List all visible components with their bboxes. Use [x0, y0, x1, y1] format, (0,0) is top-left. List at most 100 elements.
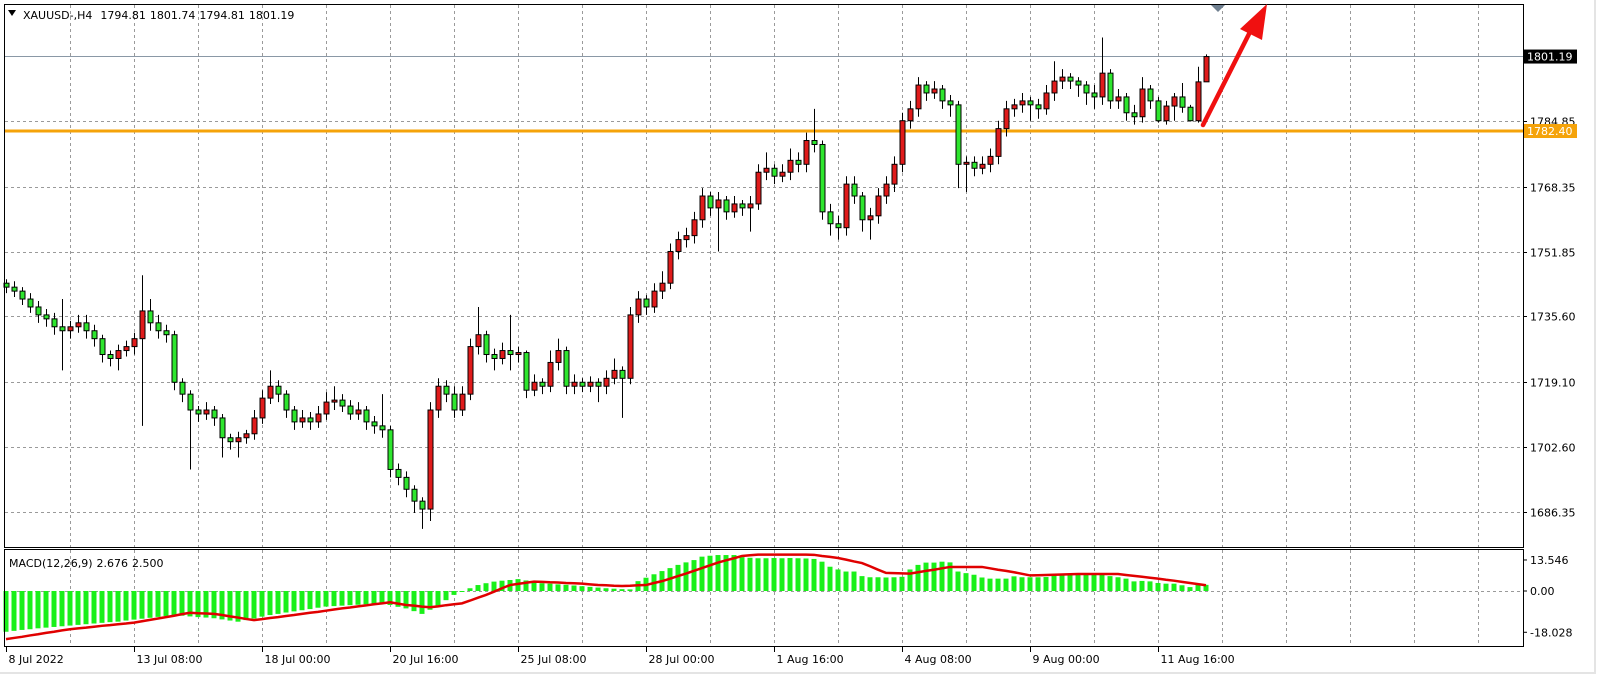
time-tick-label: 9 Aug 00:00: [1033, 653, 1100, 666]
candle: [1035, 98, 1042, 119]
macd-histogram-bar: [827, 566, 833, 591]
candle: [475, 306, 482, 355]
macd-histogram-bar: [1027, 577, 1033, 591]
level-price-label: 1782.40: [1527, 125, 1573, 138]
candle: [955, 100, 962, 189]
bear-candle-body: [91, 330, 98, 340]
bull-candle-body: [251, 417, 258, 435]
macd-tick-label: -18.028: [1530, 626, 1572, 639]
candle: [19, 287, 26, 305]
candle: [515, 346, 522, 363]
bull-candle-body: [675, 239, 682, 252]
bear-candle-body: [595, 381, 602, 387]
candle: [1107, 69, 1114, 109]
macd-histogram-bar: [1155, 582, 1161, 591]
red-up-arrow-annotation[interactable]: [1200, 4, 1267, 128]
macd-histogram-bar: [347, 591, 353, 606]
time-tick-label: 1 Aug 16:00: [777, 653, 844, 666]
bull-candle-body: [667, 250, 674, 284]
macd-histogram-bar: [51, 591, 57, 627]
candle: [795, 152, 802, 173]
bear-candle-body: [947, 100, 954, 106]
bull-candle-body: [1011, 104, 1018, 110]
bear-candle-body: [491, 354, 498, 359]
time-axis[interactable]: 8 Jul 2022 13 Jul 08:00 18 Jul 00:00 20 Jul…: [6, 647, 1235, 666]
macd-histogram-bar: [683, 562, 689, 591]
candle: [131, 332, 138, 355]
bear-candle-body: [1091, 92, 1098, 98]
macd-histogram-bar: [67, 591, 73, 626]
bull-candle-body: [659, 282, 666, 292]
candle: [563, 346, 570, 395]
macd-value: 2.676: [97, 557, 129, 570]
candle: [1043, 85, 1050, 115]
candle: [731, 196, 738, 218]
macd-histogram-bar: [699, 556, 705, 591]
candle: [763, 152, 770, 181]
header-close: 1801.19: [249, 9, 295, 22]
macd-histogram-bar: [107, 591, 113, 623]
bear-candle-body: [923, 84, 930, 94]
chart-header: XAUUSD-,H4 1794.81 1801.74 1794.81 1801.19: [8, 9, 294, 22]
candle: [219, 413, 226, 458]
bull-candle-body: [1115, 96, 1122, 102]
macd-histogram-bar: [763, 558, 769, 591]
bear-candle-body: [195, 409, 202, 415]
bear-candle-body: [523, 352, 530, 391]
macd-histogram-bar: [843, 571, 849, 591]
bear-candle-body: [851, 183, 858, 197]
bear-candle-body: [283, 393, 290, 411]
macd-histogram-bar: [987, 578, 993, 591]
shift-marker-icon[interactable]: [1211, 5, 1225, 12]
bear-candle-body: [1107, 72, 1114, 102]
bear-candle-body: [163, 330, 170, 336]
price-axis[interactable]: 1686.35 1702.60 1719.10 1735.60 1751.85 1768.…: [1523, 49, 1577, 520]
candle: [643, 295, 650, 315]
macd-histogram-bar: [971, 574, 977, 591]
bull-candle-body: [691, 219, 698, 237]
macd-histogram-bar: [355, 591, 361, 605]
dropdown-triangle-icon[interactable]: [8, 10, 16, 16]
macd-histogram-bar: [1179, 585, 1185, 591]
bear-candle-body: [723, 199, 730, 213]
candle: [1027, 96, 1034, 121]
candle: [195, 406, 202, 422]
macd-histogram-bar: [323, 591, 329, 607]
candle: [723, 196, 730, 220]
bear-candle-body: [51, 318, 58, 328]
candle: [851, 176, 858, 204]
macd-histogram-bar: [219, 591, 225, 620]
macd-histogram-bar: [483, 583, 489, 591]
macd-histogram-bar: [715, 555, 721, 591]
macd-histogram-bar: [99, 591, 105, 623]
candle: [275, 380, 282, 403]
price-tick-label: 1702.60: [1530, 442, 1576, 455]
candle: [627, 306, 634, 385]
candle: [595, 378, 602, 403]
bull-candle-body: [1051, 80, 1058, 94]
bear-candle-body: [419, 500, 426, 510]
bull-candle-body: [355, 409, 362, 415]
bull-candle-body: [603, 377, 610, 387]
candle: [843, 176, 850, 236]
candle: [691, 211, 698, 244]
candle: [315, 406, 322, 428]
macd-histogram-bar: [251, 591, 257, 619]
candle: [115, 344, 122, 371]
candle: [251, 410, 258, 440]
candle: [203, 402, 210, 420]
bear-candle-body: [99, 338, 106, 356]
bear-candle-body: [171, 334, 178, 383]
bear-candle-body: [643, 298, 650, 308]
macd-histogram-bar: [275, 591, 281, 614]
frames: [4, 4, 1524, 647]
candle: [211, 406, 218, 426]
macd-histogram-bar: [747, 557, 753, 591]
bull-candle-body: [611, 369, 618, 379]
bull-candle-body: [755, 171, 762, 205]
bull-candle-body: [131, 338, 138, 348]
candle: [259, 390, 266, 424]
candle: [43, 308, 50, 327]
bull-candle-body: [1163, 105, 1170, 122]
